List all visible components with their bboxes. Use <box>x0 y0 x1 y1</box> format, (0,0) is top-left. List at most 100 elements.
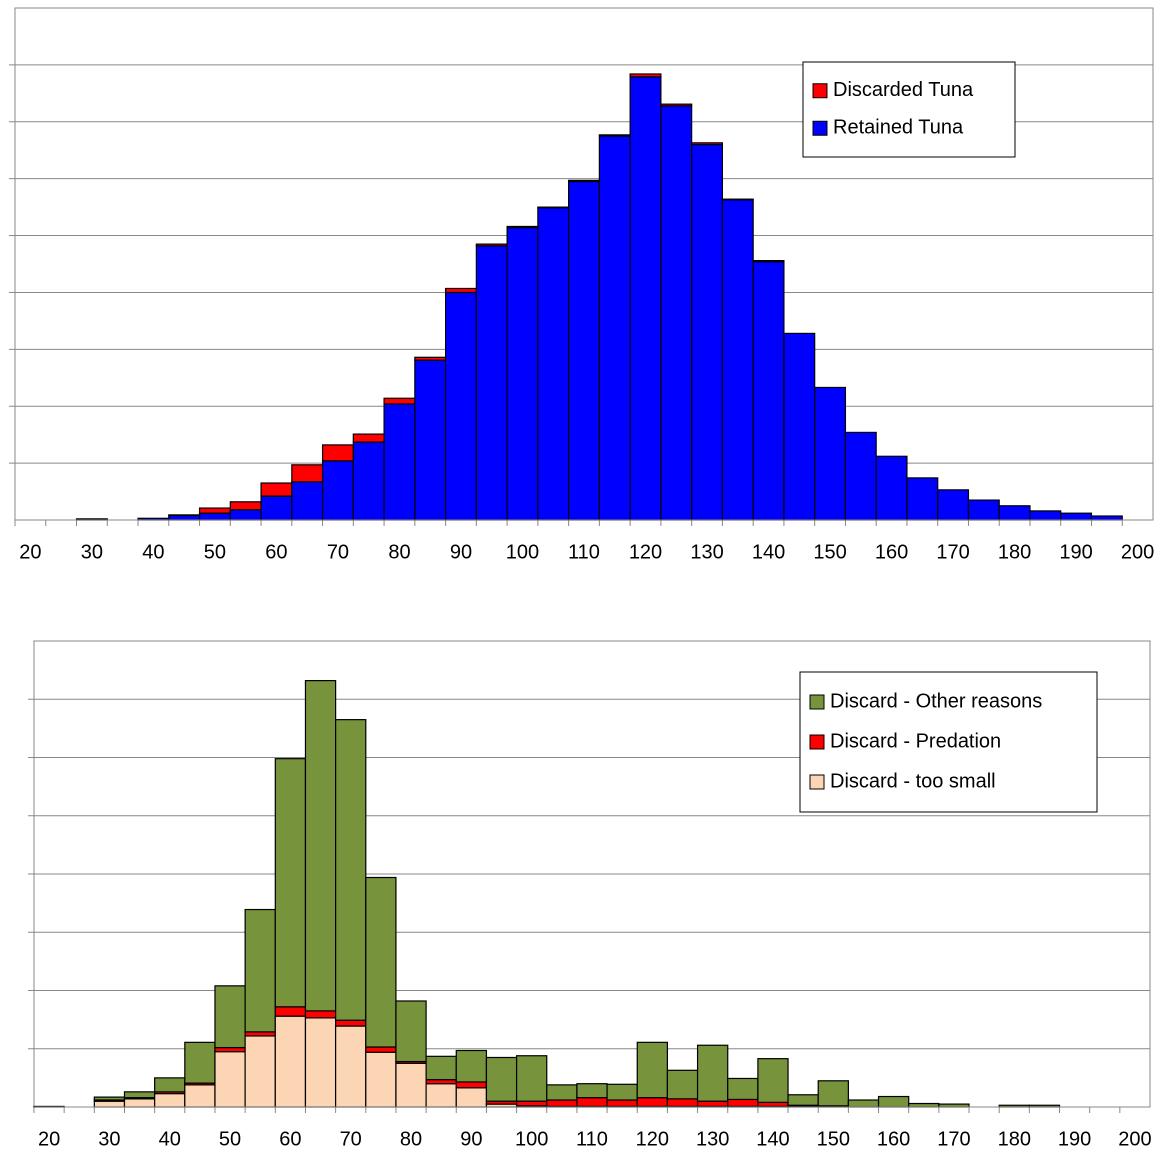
bar-segment <box>395 1000 427 1063</box>
bar-segment <box>198 507 231 514</box>
legend-box <box>799 671 1098 813</box>
bar-segment <box>691 143 724 521</box>
bar-segment <box>636 1041 669 1099</box>
bar-segment <box>352 433 385 443</box>
bar-segment <box>515 1055 548 1102</box>
bar-segment <box>1029 510 1062 521</box>
x-tick-label: 90 <box>450 541 472 563</box>
bar-segment <box>598 134 631 137</box>
bar-segment <box>321 444 354 462</box>
legend-label: Retained Tuna <box>833 117 964 139</box>
x-tick-label: 160 <box>877 1128 910 1150</box>
bar-segment <box>1090 515 1123 521</box>
bar-segment <box>425 1079 457 1085</box>
x-tick-label: 40 <box>142 541 164 563</box>
bar-segment <box>229 509 262 521</box>
bar-segment <box>757 1058 789 1103</box>
x-tick-label: 140 <box>752 541 785 563</box>
bar-segment <box>425 1083 457 1108</box>
x-tick-label: 180 <box>998 541 1031 563</box>
bar-segment <box>274 1015 307 1108</box>
legend-label: Discard - too small <box>830 770 996 792</box>
bar-segment <box>414 356 447 361</box>
bar-segment <box>352 441 385 521</box>
x-tick-label: 110 <box>568 541 600 563</box>
bar-segment <box>214 1051 246 1108</box>
x-tick-label: 20 <box>38 1128 60 1150</box>
bar-segment <box>847 1099 880 1108</box>
x-tick-label: 160 <box>875 541 908 563</box>
bar-segment <box>184 1041 216 1084</box>
bar-segment <box>304 680 337 1012</box>
bar-segment <box>998 505 1031 521</box>
bar-segment <box>244 1035 276 1108</box>
bar-segment <box>752 259 785 263</box>
legend-box <box>802 61 1016 158</box>
bar-segment <box>154 1093 186 1108</box>
legend-swatch <box>812 83 828 99</box>
bar-segment <box>168 514 201 517</box>
bar-segment <box>214 1046 246 1053</box>
bar-segment <box>721 199 754 521</box>
bar-segment <box>906 477 939 521</box>
x-tick-label: 50 <box>204 541 226 563</box>
x-tick-label: 170 <box>936 541 969 563</box>
bar-segment <box>93 1100 126 1108</box>
bar-segment <box>365 1046 397 1053</box>
bar-segment <box>817 1080 849 1107</box>
bar-segment <box>321 460 354 521</box>
bar-segment <box>506 225 539 229</box>
bar-segment <box>877 1095 910 1108</box>
x-tick-label: 70 <box>327 541 349 563</box>
legend-swatch <box>812 120 828 136</box>
bar-segment <box>365 1051 397 1108</box>
bar-segment <box>274 1006 307 1017</box>
bar-segment <box>335 719 367 1021</box>
bar-segment <box>967 499 1000 521</box>
x-tick-label: 30 <box>98 1128 120 1150</box>
bar-segment <box>606 1083 638 1101</box>
bar-segment <box>757 1101 789 1108</box>
bar-segment <box>383 403 416 521</box>
bar-segment <box>537 207 570 521</box>
bar-segment <box>93 1096 126 1101</box>
legend-swatch <box>809 734 825 750</box>
bar-segment <box>260 495 293 521</box>
legend-swatch <box>809 774 825 790</box>
bar-segment <box>721 198 754 201</box>
x-tick-label: 60 <box>279 1128 301 1150</box>
x-tick-label: 70 <box>340 1128 362 1150</box>
x-tick-label: 140 <box>756 1128 789 1150</box>
bar-segment <box>636 1097 669 1108</box>
bar-segment <box>485 1056 518 1102</box>
x-tick-label: 180 <box>998 1128 1031 1150</box>
bar-segment <box>168 514 201 521</box>
bar-segment <box>335 1025 367 1108</box>
bar-segment <box>260 482 293 497</box>
bar-segment <box>844 431 877 521</box>
bar-segment <box>629 73 662 78</box>
bar-segment <box>576 1097 608 1108</box>
x-tick-label: 100 <box>515 1128 548 1150</box>
bar-segment <box>455 1081 488 1089</box>
bar-segment <box>335 1019 367 1027</box>
legend-label: Discarded Tuna <box>833 79 974 101</box>
bar-segment <box>244 908 276 1033</box>
bar-segment <box>123 1091 156 1099</box>
x-tick-label: 200 <box>1118 1128 1151 1150</box>
x-tick-label: 190 <box>1058 1128 1091 1150</box>
bar-segment <box>629 76 662 521</box>
bar-segment <box>291 464 324 483</box>
bar-segment <box>304 1010 337 1019</box>
x-tick-label: 30 <box>81 541 103 563</box>
legend-swatch <box>809 694 825 710</box>
x-tick-label: 50 <box>219 1128 241 1150</box>
bar-segment <box>123 1098 156 1108</box>
bar-segment <box>395 1062 427 1108</box>
x-tick-label: 110 <box>576 1128 608 1150</box>
bar-segment <box>666 1098 699 1108</box>
bar-segment <box>274 758 307 1008</box>
bar-segment <box>475 243 508 247</box>
x-tick-label: 100 <box>506 541 539 563</box>
bar-segment <box>154 1077 186 1093</box>
